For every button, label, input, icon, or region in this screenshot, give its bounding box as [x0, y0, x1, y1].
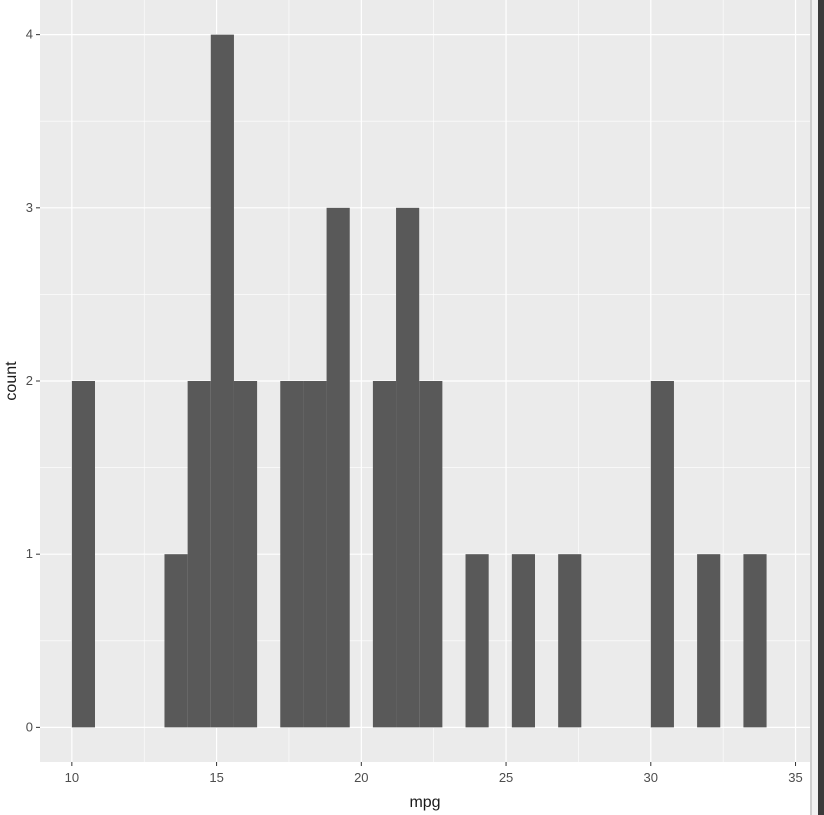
y-axis-title: count [3, 361, 20, 401]
window-edge-strip [818, 0, 824, 815]
y-tick-label: 4 [26, 27, 33, 42]
y-tick-label: 0 [26, 719, 33, 734]
y-tick-label: 3 [26, 200, 33, 215]
histogram-bar [558, 554, 582, 728]
x-axis-title: mpg [409, 794, 440, 811]
histogram-bar [465, 554, 489, 728]
histogram-bar [511, 554, 535, 728]
histogram-bar [419, 381, 443, 728]
histogram-bar [326, 207, 350, 728]
histogram-bar [233, 381, 258, 728]
histogram-bar [71, 381, 95, 728]
histogram-bar [697, 554, 721, 728]
histogram-bar [372, 381, 397, 728]
histogram-bars [71, 34, 767, 728]
x-tick-label: 30 [644, 770, 658, 785]
histogram-bar [280, 381, 304, 728]
x-tick-label: 20 [354, 770, 368, 785]
x-tick-label: 10 [65, 770, 79, 785]
histogram-bar [187, 381, 211, 728]
y-tick-label: 2 [26, 373, 33, 388]
histogram-bar [303, 381, 327, 728]
histogram-bar [210, 34, 234, 728]
x-tick-label: 25 [499, 770, 513, 785]
x-tick-label: 35 [788, 770, 802, 785]
histogram-bar [650, 381, 674, 728]
y-axis-ticks: 0 1 2 3 4 [26, 27, 40, 734]
histogram-bar [164, 554, 188, 728]
histogram-bar [396, 207, 420, 728]
histogram-bar [743, 554, 767, 728]
x-axis-ticks: 10 15 20 25 30 35 [65, 762, 803, 785]
x-tick-label: 15 [209, 770, 223, 785]
y-tick-label: 1 [26, 546, 33, 561]
